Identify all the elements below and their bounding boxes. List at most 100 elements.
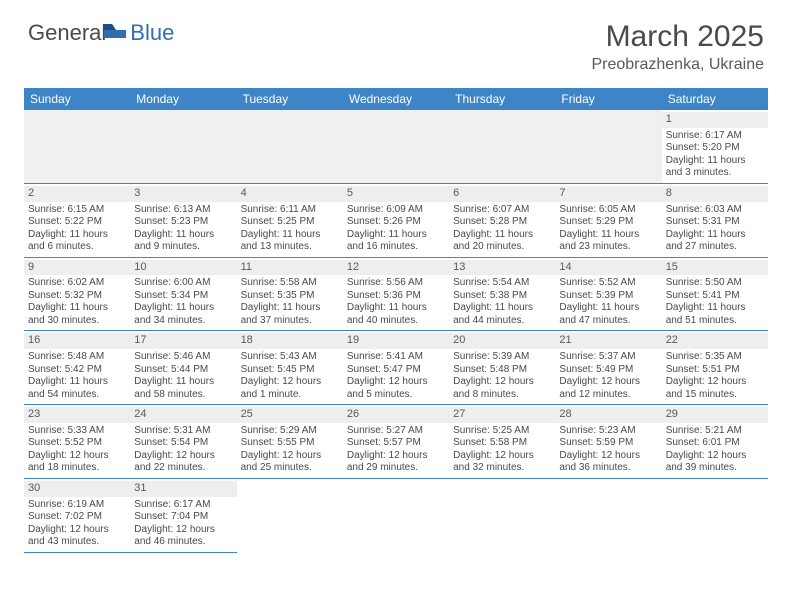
daylight-text: Daylight: 11 hours: [453, 302, 551, 315]
daylight-text: Daylight: 12 hours: [559, 450, 657, 463]
daylight-text: and 36 minutes.: [559, 462, 657, 475]
calendar-day-cell: 22Sunrise: 5:35 AMSunset: 5:51 PMDayligh…: [662, 331, 768, 405]
calendar-day-cell: 31Sunrise: 6:17 AMSunset: 7:04 PMDayligh…: [130, 478, 236, 552]
daylight-text: and 51 minutes.: [666, 315, 764, 328]
daylight-text: Daylight: 11 hours: [241, 229, 339, 242]
sunrise-text: Sunrise: 6:17 AM: [134, 499, 232, 512]
sunset-text: Sunset: 5:58 PM: [453, 437, 551, 450]
daylight-text: and 12 minutes.: [559, 389, 657, 402]
title-block: March 2025 Preobrazhenka, Ukraine: [591, 20, 764, 74]
day-number: 24: [130, 407, 236, 423]
daylight-text: and 44 minutes.: [453, 315, 551, 328]
sunset-text: Sunset: 5:59 PM: [559, 437, 657, 450]
calendar-day-cell: 3Sunrise: 6:13 AMSunset: 5:23 PMDaylight…: [130, 183, 236, 257]
sunset-text: Sunset: 5:32 PM: [28, 290, 126, 303]
day-number: 31: [130, 481, 236, 497]
daylight-text: Daylight: 12 hours: [134, 524, 232, 537]
sunrise-text: Sunrise: 5:29 AM: [241, 425, 339, 438]
calendar-day-cell: [662, 478, 768, 552]
daylight-text: and 6 minutes.: [28, 241, 126, 254]
daylight-text: and 34 minutes.: [134, 315, 232, 328]
sunrise-text: Sunrise: 6:15 AM: [28, 204, 126, 217]
sunset-text: Sunset: 5:44 PM: [134, 364, 232, 377]
daylight-text: and 3 minutes.: [666, 167, 764, 180]
day-number: 2: [24, 186, 130, 202]
sunset-text: Sunset: 6:01 PM: [666, 437, 764, 450]
daylight-text: and 8 minutes.: [453, 389, 551, 402]
calendar-week-row: 9Sunrise: 6:02 AMSunset: 5:32 PMDaylight…: [24, 257, 768, 331]
daylight-text: and 18 minutes.: [28, 462, 126, 475]
calendar-day-cell: 20Sunrise: 5:39 AMSunset: 5:48 PMDayligh…: [449, 331, 555, 405]
daylight-text: Daylight: 12 hours: [453, 376, 551, 389]
sunset-text: Sunset: 5:52 PM: [28, 437, 126, 450]
sunset-text: Sunset: 5:55 PM: [241, 437, 339, 450]
flag-icon: [102, 20, 128, 46]
calendar-day-cell: 2Sunrise: 6:15 AMSunset: 5:22 PMDaylight…: [24, 183, 130, 257]
calendar-week-row: 2Sunrise: 6:15 AMSunset: 5:22 PMDaylight…: [24, 183, 768, 257]
calendar-day-cell: 29Sunrise: 5:21 AMSunset: 6:01 PMDayligh…: [662, 405, 768, 479]
calendar-day-cell: 9Sunrise: 6:02 AMSunset: 5:32 PMDaylight…: [24, 257, 130, 331]
sunset-text: Sunset: 5:57 PM: [347, 437, 445, 450]
sunrise-text: Sunrise: 5:37 AM: [559, 351, 657, 364]
sunset-text: Sunset: 5:54 PM: [134, 437, 232, 450]
day-number: 19: [343, 333, 449, 349]
calendar-day-cell: 1Sunrise: 6:17 AMSunset: 5:20 PMDaylight…: [662, 110, 768, 183]
daylight-text: Daylight: 11 hours: [28, 376, 126, 389]
sunrise-text: Sunrise: 6:17 AM: [666, 130, 764, 143]
sunrise-text: Sunrise: 5:56 AM: [347, 277, 445, 290]
calendar-day-cell: 23Sunrise: 5:33 AMSunset: 5:52 PMDayligh…: [24, 405, 130, 479]
daylight-text: Daylight: 12 hours: [28, 524, 126, 537]
logo-text-blue: Blue: [130, 20, 174, 46]
sunset-text: Sunset: 5:20 PM: [666, 142, 764, 155]
sunset-text: Sunset: 5:42 PM: [28, 364, 126, 377]
daylight-text: and 32 minutes.: [453, 462, 551, 475]
weekday-header: Friday: [555, 88, 661, 110]
calendar-day-cell: [343, 110, 449, 183]
sunset-text: Sunset: 5:48 PM: [453, 364, 551, 377]
calendar-day-cell: 5Sunrise: 6:09 AMSunset: 5:26 PMDaylight…: [343, 183, 449, 257]
daylight-text: and 54 minutes.: [28, 389, 126, 402]
daylight-text: Daylight: 11 hours: [28, 302, 126, 315]
daylight-text: Daylight: 11 hours: [28, 229, 126, 242]
daylight-text: and 37 minutes.: [241, 315, 339, 328]
sunrise-text: Sunrise: 5:52 AM: [559, 277, 657, 290]
day-number: 17: [130, 333, 236, 349]
daylight-text: and 5 minutes.: [347, 389, 445, 402]
daylight-text: and 43 minutes.: [28, 536, 126, 549]
calendar-day-cell: [237, 478, 343, 552]
weekday-header: Tuesday: [237, 88, 343, 110]
daylight-text: Daylight: 11 hours: [666, 155, 764, 168]
daylight-text: and 30 minutes.: [28, 315, 126, 328]
calendar-day-cell: 28Sunrise: 5:23 AMSunset: 5:59 PMDayligh…: [555, 405, 661, 479]
daylight-text: Daylight: 12 hours: [666, 450, 764, 463]
day-number: 12: [343, 260, 449, 276]
daylight-text: and 1 minute.: [241, 389, 339, 402]
daylight-text: and 29 minutes.: [347, 462, 445, 475]
sunrise-text: Sunrise: 6:03 AM: [666, 204, 764, 217]
sunset-text: Sunset: 5:25 PM: [241, 216, 339, 229]
weekday-header: Thursday: [449, 88, 555, 110]
daylight-text: Daylight: 12 hours: [241, 376, 339, 389]
sunset-text: Sunset: 5:41 PM: [666, 290, 764, 303]
calendar-day-cell: 10Sunrise: 6:00 AMSunset: 5:34 PMDayligh…: [130, 257, 236, 331]
sunset-text: Sunset: 7:02 PM: [28, 511, 126, 524]
day-number: 29: [662, 407, 768, 423]
calendar-day-cell: 30Sunrise: 6:19 AMSunset: 7:02 PMDayligh…: [24, 478, 130, 552]
daylight-text: Daylight: 11 hours: [134, 302, 232, 315]
daylight-text: and 39 minutes.: [666, 462, 764, 475]
sunrise-text: Sunrise: 5:43 AM: [241, 351, 339, 364]
weekday-header: Wednesday: [343, 88, 449, 110]
day-number: 20: [449, 333, 555, 349]
calendar-day-cell: 8Sunrise: 6:03 AMSunset: 5:31 PMDaylight…: [662, 183, 768, 257]
calendar-week-row: 30Sunrise: 6:19 AMSunset: 7:02 PMDayligh…: [24, 478, 768, 552]
daylight-text: Daylight: 11 hours: [559, 229, 657, 242]
daylight-text: Daylight: 11 hours: [559, 302, 657, 315]
daylight-text: and 46 minutes.: [134, 536, 232, 549]
day-number: 22: [662, 333, 768, 349]
day-number: 16: [24, 333, 130, 349]
sunrise-text: Sunrise: 6:05 AM: [559, 204, 657, 217]
daylight-text: Daylight: 11 hours: [134, 229, 232, 242]
sunset-text: Sunset: 5:34 PM: [134, 290, 232, 303]
calendar-day-cell: 13Sunrise: 5:54 AMSunset: 5:38 PMDayligh…: [449, 257, 555, 331]
day-number: 11: [237, 260, 343, 276]
